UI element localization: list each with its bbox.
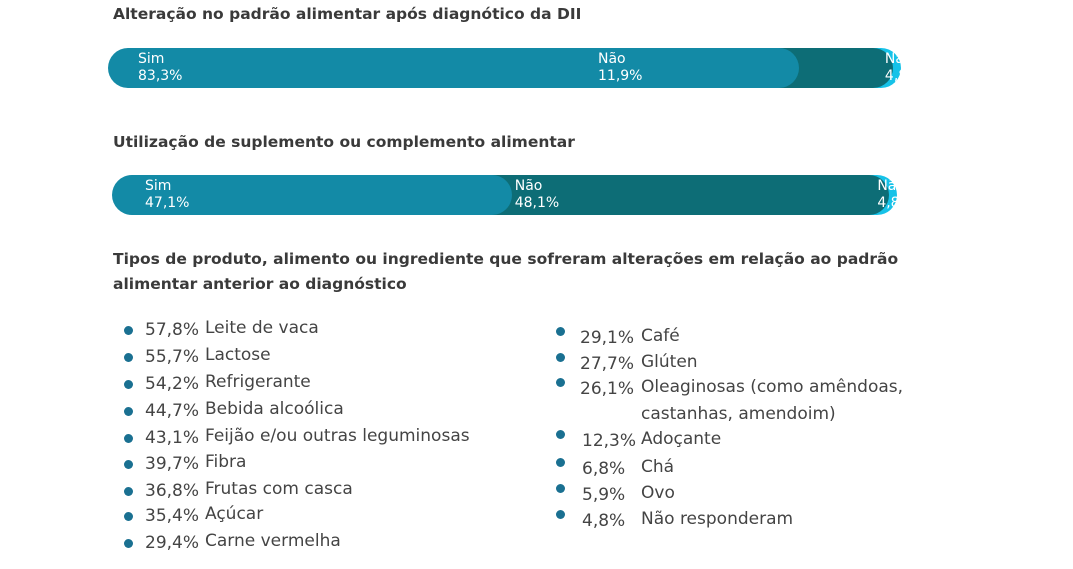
item-percentage: 29,4% bbox=[145, 533, 200, 553]
item-percentage: 44,7% bbox=[145, 401, 200, 421]
bullet-dot-icon bbox=[556, 430, 565, 439]
item-label: Bebida alcoólica bbox=[205, 399, 344, 419]
item-percentage: 27,7% bbox=[580, 354, 635, 374]
bar-value-nao: 48,1% bbox=[514, 195, 560, 211]
bullet-dot-icon bbox=[124, 380, 133, 389]
bullet-dot-icon bbox=[124, 407, 133, 416]
bar-segment-sim bbox=[112, 175, 512, 215]
item-label: Adoçante bbox=[641, 429, 722, 449]
item-label: Ovo bbox=[641, 483, 675, 503]
item-percentage: 35,4% bbox=[145, 506, 200, 526]
item-label-line2: castanhas, amendoim) bbox=[641, 404, 836, 424]
item-percentage: 4,8% bbox=[582, 511, 626, 531]
bar-label-sim: Sim bbox=[145, 178, 172, 194]
item-label: Glúten bbox=[641, 352, 698, 372]
item-label: Leite de vaca bbox=[205, 318, 319, 338]
bar-value-sim: 83,3% bbox=[138, 68, 183, 84]
item-percentage: 26,1% bbox=[580, 379, 635, 399]
bullet-dot-icon bbox=[556, 353, 565, 362]
bullet-dot-icon bbox=[124, 512, 133, 521]
item-percentage: 54,2% bbox=[145, 374, 200, 394]
bullet-dot-icon bbox=[124, 353, 133, 362]
item-label: Frutas com casca bbox=[205, 479, 353, 499]
item-percentage: 36,8% bbox=[145, 481, 200, 501]
item-label: Café bbox=[641, 326, 680, 346]
item-percentage: 12,3% bbox=[582, 431, 637, 451]
bar-label-nao: Não bbox=[598, 51, 626, 67]
chart-title-diet-change: Alteração no padrão alimentar após diagn… bbox=[113, 5, 582, 23]
bullet-dot-icon bbox=[124, 487, 133, 496]
bar-segment-sim bbox=[108, 48, 799, 88]
item-label: Refrigerante bbox=[205, 372, 311, 392]
bullet-dot-icon bbox=[124, 326, 133, 335]
item-label: Carne vermelha bbox=[205, 531, 341, 551]
bullet-dot-icon bbox=[556, 484, 565, 493]
bar-label-sim: Sim bbox=[138, 51, 165, 67]
bullet-dot-icon bbox=[124, 434, 133, 443]
item-percentage: 55,7% bbox=[145, 347, 200, 367]
item-percentage: 57,8% bbox=[145, 320, 200, 340]
bar-value-sim: 47,1% bbox=[145, 195, 190, 211]
bullet-dot-icon bbox=[556, 327, 565, 336]
item-label: Não responderam bbox=[641, 509, 794, 529]
chart-title-supplement: Utilização de suplemento ou complemento … bbox=[113, 133, 575, 151]
bullet-dot-icon bbox=[124, 460, 133, 469]
item-percentage: 6,8% bbox=[582, 459, 626, 479]
bar-label-nao: Não bbox=[514, 178, 543, 194]
bar-value-nao: 11,9% bbox=[598, 68, 643, 84]
bar-label-nao-responderam: Não responderam bbox=[877, 178, 1003, 194]
item-label: Chá bbox=[641, 457, 675, 477]
item-label: Fibra bbox=[205, 452, 247, 472]
stacked-bar-diet-change: Sim 83,3% Não 11,9% Não responderam 4,8% bbox=[108, 48, 1010, 88]
bar-label-nao-responderam: Não responderam bbox=[884, 51, 1011, 67]
item-percentage: 39,7% bbox=[145, 454, 200, 474]
bar-segment-nao bbox=[451, 175, 890, 215]
item-percentage: 43,1% bbox=[145, 428, 200, 448]
item-label: Oleaginosas (como amêndoas, bbox=[641, 377, 904, 397]
stacked-bar-supplement: Sim 47,1% Não 48,1% Não responderam 4,8% bbox=[112, 175, 1003, 215]
item-percentage: 29,1% bbox=[580, 328, 635, 348]
bullet-dot-icon bbox=[124, 539, 133, 548]
bar-value-nao-responderam: 4,8% bbox=[884, 68, 921, 84]
item-percentage: 5,9% bbox=[582, 485, 626, 505]
item-label: Açúcar bbox=[205, 504, 264, 524]
item-label: Feijão e/ou outras leguminosas bbox=[205, 426, 470, 446]
bullet-dot-icon bbox=[556, 378, 565, 387]
bullet-dot-icon bbox=[556, 458, 565, 467]
bar-value-nao-responderam: 4,8% bbox=[877, 195, 913, 211]
list-title-products: Tipos de produto, alimento ou ingredient… bbox=[113, 250, 899, 293]
bullet-dot-icon bbox=[556, 510, 565, 519]
item-label: Lactose bbox=[205, 345, 271, 365]
